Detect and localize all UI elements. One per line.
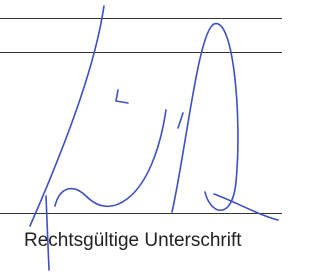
signature-stroke [178,113,183,128]
signature-stroke [46,196,49,270]
signature-stroke [214,194,278,220]
signature-stroke [30,6,104,226]
signature-stroke [116,90,128,103]
signature [0,0,282,275]
page: Rechtsgültige Unterschrift [0,0,282,275]
